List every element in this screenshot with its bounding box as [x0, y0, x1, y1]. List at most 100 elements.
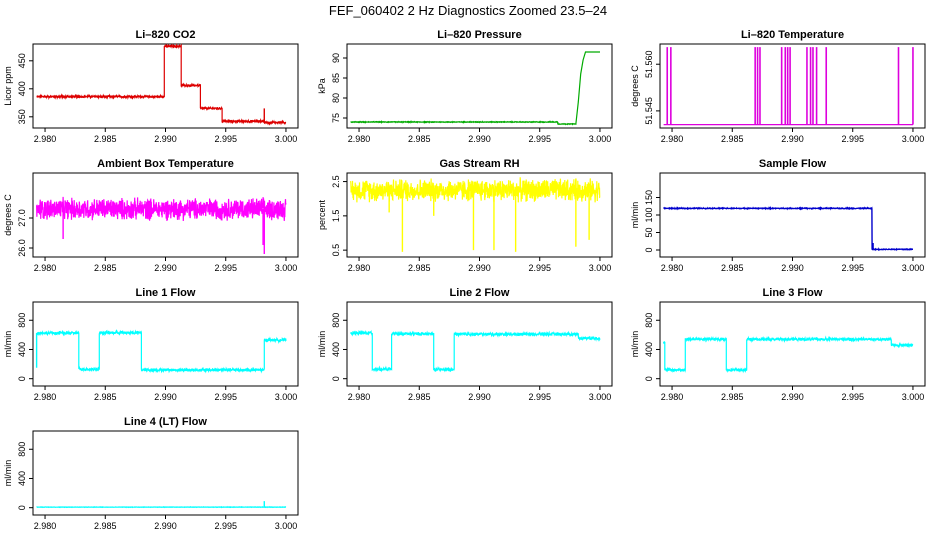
li-820-temperature-x-tick-label: 2.990 [781, 134, 804, 144]
li-820-co2-x-tick-label: 3.000 [275, 134, 298, 144]
li-820-temperature-title: Li–820 Temperature [741, 29, 844, 41]
li-820-pressure-x-tick-label: 2.985 [408, 134, 431, 144]
ambient-box-temperature-y-tick-label: 27.0 [17, 209, 27, 227]
line-3-flow-series-line [663, 335, 914, 374]
li-820-temperature-panel: Li–820 Temperature degrees C 2.980 2.985 2.9… [630, 29, 926, 144]
line-2-flow-title: Line 2 Flow [450, 287, 510, 299]
line-2-flow-y-tick-label: 400 [331, 342, 341, 357]
gas-stream-rh-x-tick-label: 2.985 [408, 263, 431, 273]
gas-stream-rh-panel: Gas Stream RH percent 2.980 2.985 2.990 2.995… [317, 158, 613, 273]
gas-stream-rh-y-tick-label: 2.5 [331, 175, 341, 188]
line-4-lt-flow-x-tick-label: 3.000 [275, 521, 298, 531]
line-3-flow-x-tick-label: 3.000 [902, 392, 925, 402]
line-4-lt-flow-x-tick-label: 2.995 [214, 521, 237, 531]
line-1-flow-y-tick-label: 800 [17, 313, 27, 328]
li-820-co2-y-tick-label: 400 [17, 81, 27, 96]
line-3-flow-x-tick-label: 2.980 [661, 392, 684, 402]
line-3-flow-x-tick-label: 2.985 [721, 392, 744, 402]
sample-flow-series-line [663, 205, 914, 252]
line-2-flow-x-tick-label: 2.980 [348, 392, 371, 402]
sample-flow-panel: Sample Flow ml/min 2.980 2.985 2.990 2.995 3.0… [630, 158, 926, 273]
line-4-lt-flow-x-tick-label: 2.980 [34, 521, 57, 531]
li-820-co2-x-tick-label: 2.995 [214, 134, 237, 144]
line-1-flow-x-tick-label: 2.980 [34, 392, 57, 402]
line-1-flow-title: Line 1 Flow [136, 287, 196, 299]
gas-stream-rh-series-line [350, 177, 601, 203]
li-820-pressure-y-tick-label: 80 [331, 93, 341, 103]
ambient-box-temperature-y-axis-label: degrees C [3, 194, 13, 236]
line-1-flow-x-tick-label: 2.985 [94, 392, 117, 402]
ambient-box-temperature-panel: Ambient Box Temperature degrees C 2.980 2.9… [3, 158, 299, 273]
ambient-box-temperature-series-line [36, 196, 287, 222]
ambient-box-temperature-x-tick-label: 2.980 [34, 263, 57, 273]
line-4-lt-flow-y-tick-label: 400 [17, 471, 27, 486]
li-820-pressure-y-axis-label: kPa [317, 78, 327, 94]
li-820-temperature-x-tick-label: 2.985 [721, 134, 744, 144]
ambient-box-temperature-x-tick-label: 2.985 [94, 263, 117, 273]
li-820-pressure-x-tick-label: 2.995 [528, 134, 551, 144]
line-2-flow-x-tick-label: 2.995 [528, 392, 551, 402]
line-1-flow-panel: Line 1 Flow ml/min 2.980 2.985 2.990 2.995 3.0… [3, 287, 299, 402]
sample-flow-plot-frame [659, 172, 926, 258]
line-4-lt-flow-x-tick-label: 2.990 [154, 521, 177, 531]
sample-flow-x-tick-label: 2.985 [721, 263, 744, 273]
line-1-flow-y-axis-label: ml/min [3, 331, 13, 358]
line-4-lt-flow-x-tick-label: 2.985 [94, 521, 117, 531]
line-2-flow-x-tick-label: 2.985 [408, 392, 431, 402]
line-2-flow-y-tick-label: 800 [331, 313, 341, 328]
gas-stream-rh-x-tick-label: 2.995 [528, 263, 551, 273]
li-820-co2-y-tick-label: 450 [17, 53, 27, 68]
line-3-flow-y-tick-label: 400 [644, 342, 654, 357]
li-820-temperature-x-tick-label: 2.995 [841, 134, 864, 144]
li-820-pressure-series-line [350, 51, 600, 126]
line-1-flow-y-tick-label: 0 [17, 376, 27, 381]
line-2-flow-y-tick-label: 0 [331, 376, 341, 381]
ambient-box-temperature-x-tick-label: 2.995 [214, 263, 237, 273]
gas-stream-rh-y-tick-label: 1.5 [331, 210, 341, 223]
li-820-pressure-x-tick-label: 2.990 [468, 134, 491, 144]
li-820-pressure-plot-frame [346, 43, 613, 129]
line-3-flow-x-tick-label: 2.995 [841, 392, 864, 402]
gas-stream-rh-x-tick-label: 3.000 [589, 263, 612, 273]
line-4-lt-flow-y-tick-label: 0 [17, 505, 27, 510]
li-820-pressure-x-tick-label: 2.980 [348, 134, 371, 144]
line-4-lt-flow-title: Line 4 (LT) Flow [124, 416, 207, 428]
li-820-co2-y-tick-label: 350 [17, 109, 27, 124]
ambient-box-temperature-y-tick-label: 26.0 [17, 239, 27, 257]
line-2-flow-x-tick-label: 3.000 [589, 392, 612, 402]
sample-flow-y-tick-label: 0 [644, 247, 654, 252]
line-4-lt-flow-panel: Line 4 (LT) Flow ml/min 2.980 2.985 2.990 2.9… [3, 416, 299, 531]
li-820-pressure-panel: Li–820 Pressure kPa 2.980 2.985 2.990 2.995 3.… [317, 29, 613, 144]
line-1-flow-x-tick-label: 3.000 [275, 392, 298, 402]
line-4-lt-flow-y-axis-label: ml/min [3, 460, 13, 487]
line-2-flow-plot-frame [346, 301, 613, 387]
sample-flow-y-tick-label: 100 [644, 207, 654, 222]
line-2-flow-panel: Line 2 Flow ml/min 2.980 2.985 2.990 2.995 3.0… [317, 287, 613, 402]
li-820-co2-x-tick-label: 2.990 [154, 134, 177, 144]
line-3-flow-y-tick-label: 800 [644, 313, 654, 328]
sample-flow-title: Sample Flow [759, 158, 827, 170]
line-3-flow-panel: Line 3 Flow ml/min 2.980 2.985 2.990 2.995 3.0… [630, 287, 926, 402]
li-820-co2-series-line [36, 43, 287, 126]
gas-stream-rh-title: Gas Stream RH [439, 158, 519, 170]
li-820-pressure-title: Li–820 Pressure [437, 29, 521, 41]
line-3-flow-x-tick-label: 2.990 [781, 392, 804, 402]
li-820-pressure-x-tick-label: 3.000 [589, 134, 612, 144]
line-4-lt-flow-y-tick-label: 800 [17, 442, 27, 457]
line-2-flow-x-tick-label: 2.990 [468, 392, 491, 402]
sample-flow-y-tick-label: 150 [644, 190, 654, 205]
gas-stream-rh-x-tick-label: 2.980 [348, 263, 371, 273]
line-2-flow-y-axis-label: ml/min [317, 331, 327, 358]
line-4-lt-flow-plot-frame [32, 430, 299, 516]
sample-flow-x-tick-label: 3.000 [902, 263, 925, 273]
li-820-pressure-y-tick-label: 75 [331, 113, 341, 123]
li-820-co2-x-tick-label: 2.985 [94, 134, 117, 144]
ambient-box-temperature-x-tick-label: 2.990 [154, 263, 177, 273]
li-820-temperature-y-tick-label: 51.545 [644, 97, 654, 125]
li-820-co2-y-axis-label: Licor ppm [3, 66, 13, 106]
sample-flow-y-tick-label: 50 [644, 227, 654, 237]
gas-stream-rh-x-tick-label: 2.990 [468, 263, 491, 273]
li-820-co2-plot-frame [32, 43, 299, 129]
li-820-co2-panel: Li–820 CO2 Licor ppm 2.980 2.985 2.990 2.995 3… [3, 29, 299, 144]
li-820-pressure-y-tick-label: 85 [331, 73, 341, 83]
